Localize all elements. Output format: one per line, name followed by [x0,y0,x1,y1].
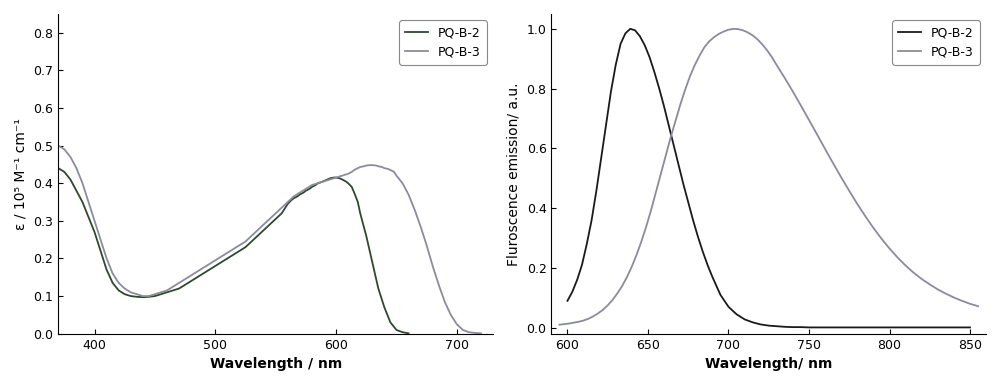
PQ-B-3 [727,27,739,31]
PQ-B-2 [285,198,297,203]
PQ-B-2 [964,325,976,330]
PQ-B-2 [52,166,64,171]
PQ-B-2 [706,275,718,279]
Line: PQ-B-3: PQ-B-3 [58,146,481,333]
PQ-B-3 [843,189,855,193]
Y-axis label: Fluroscence emission/ a.u.: Fluroscence emission/ a.u. [507,82,521,266]
PQ-B-2 [731,312,743,316]
PQ-B-3 [553,322,565,327]
PQ-B-2 [197,271,209,276]
PQ-B-2 [300,188,312,193]
X-axis label: Wavelength/ nm: Wavelength/ nm [705,357,832,371]
X-axis label: Wavelength / nm: Wavelength / nm [210,357,342,371]
PQ-B-2 [722,305,734,309]
PQ-B-2 [605,89,617,94]
PQ-B-3 [167,285,179,289]
PQ-B-3 [370,163,382,168]
Line: PQ-B-2: PQ-B-2 [58,168,409,333]
PQ-B-3 [948,295,960,300]
PQ-B-3 [475,331,487,336]
PQ-B-2 [663,124,675,128]
PQ-B-2 [561,298,573,303]
PQ-B-3 [246,234,258,238]
PQ-B-3 [761,48,773,53]
PQ-B-2 [763,323,775,328]
PQ-B-3 [972,304,984,308]
PQ-B-2 [803,325,815,330]
PQ-B-3 [563,321,575,326]
PQ-B-3 [650,189,662,194]
Legend: PQ-B-2, PQ-B-3: PQ-B-2, PQ-B-3 [399,20,487,65]
PQ-B-2 [113,288,125,293]
PQ-B-3 [239,239,251,244]
PQ-B-3 [52,143,64,148]
PQ-B-2 [403,331,415,336]
Y-axis label: ε / 10⁵ M⁻¹ cm⁻¹: ε / 10⁵ M⁻¹ cm⁻¹ [14,118,28,230]
Legend: PQ-B-2, PQ-B-3: PQ-B-2, PQ-B-3 [892,20,980,65]
PQ-B-2 [624,27,636,31]
Line: PQ-B-2: PQ-B-2 [567,29,970,327]
PQ-B-3 [324,177,336,182]
PQ-B-3 [718,29,730,34]
Line: PQ-B-3: PQ-B-3 [559,29,978,325]
PQ-B-3 [179,277,191,281]
PQ-B-2 [310,183,322,187]
PQ-B-2 [155,292,167,296]
